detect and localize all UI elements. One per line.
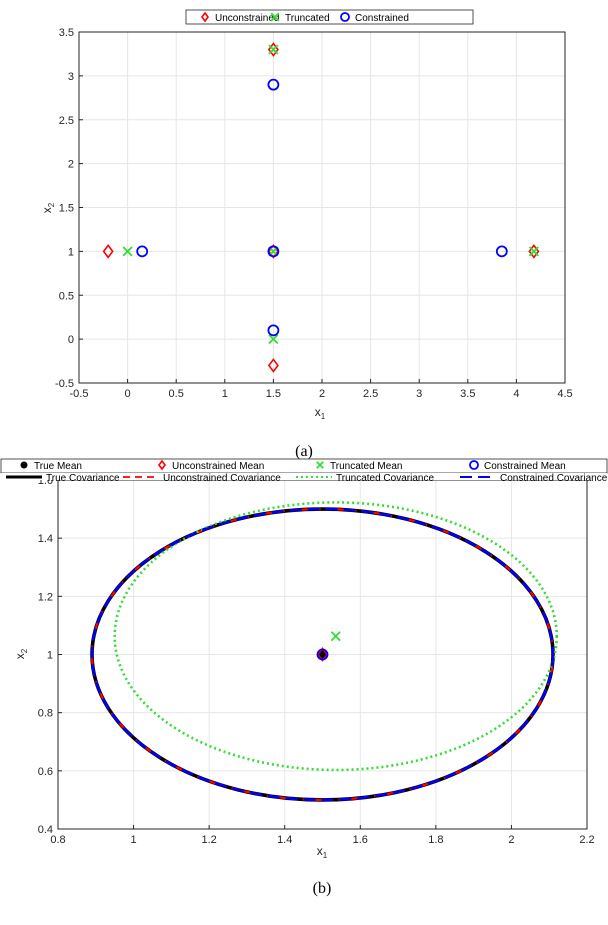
legend-marker-unconstrained xyxy=(201,11,209,23)
grid-a xyxy=(78,31,566,384)
constrained-point xyxy=(267,245,280,258)
constrained-point xyxy=(267,324,280,337)
y-tick-label-b: 1.2 xyxy=(38,591,53,603)
unconstrained-point xyxy=(267,358,279,373)
y-tick-label-a: 3.5 xyxy=(59,27,74,39)
x-tick-label-a: -0.5 xyxy=(70,388,89,400)
unconstrained-point xyxy=(102,244,114,259)
legend-label-truncated: Truncated xyxy=(285,13,330,24)
legend-label-truncated-covariance: Truncated Covariance xyxy=(336,473,434,484)
truncated-mean-marker xyxy=(330,631,341,642)
y-tick-label-a: 0.5 xyxy=(59,290,74,302)
constrained-covariance-ellipse xyxy=(90,507,555,802)
x-tick-label-b: 1.8 xyxy=(428,834,443,846)
ticks-a: -0.5 0 0.5 1 1.5 2 2.5 3 3.5 4 4.5 -0.5 0 0.5 1 1.5 2 2.5… xyxy=(55,27,573,400)
y-tick-label-b: 0.6 xyxy=(38,766,53,778)
legend-marker-truncated xyxy=(270,12,280,22)
x-tick-label-a: 3.5 xyxy=(460,388,475,400)
x-tick-label-a: 0 xyxy=(125,388,131,400)
y-tick-label-b: 0.4 xyxy=(38,824,53,836)
x-tick-label-a: 1.5 xyxy=(266,388,281,400)
y-tick-label-b: 1 xyxy=(47,650,53,662)
truncated-point xyxy=(268,334,279,345)
legend-marker-constrained-mean xyxy=(469,460,479,470)
x-tick-label-b: 0.8 xyxy=(50,834,65,846)
x-tick-label-b: 1.4 xyxy=(277,834,292,846)
legend-marker-constrained xyxy=(340,12,350,22)
x-tick-label-b: 1.6 xyxy=(353,834,368,846)
curves-b xyxy=(90,501,559,802)
y-tick-label-a: 1.5 xyxy=(59,203,74,215)
legend-label-unconstrained-covariance: Unconstrained Covariance xyxy=(163,473,281,484)
legend-label-unconstrained-mean: Unconstrained Mean xyxy=(172,461,264,472)
legend-box-a xyxy=(185,9,474,25)
x-tick-label-b: 1.2 xyxy=(201,834,216,846)
x-tick-label-b: 2.2 xyxy=(579,834,594,846)
caption-a: (a) xyxy=(295,443,313,460)
y-tick-label-a: 3 xyxy=(68,71,74,83)
truncated-point xyxy=(268,44,279,55)
x-axis-label-b: x1 xyxy=(317,844,328,860)
legend-label-truncated-mean: Truncated Mean xyxy=(330,461,402,472)
y-tick-label-a: 0 xyxy=(68,334,74,346)
legend-marker-unconstrained-mean xyxy=(158,459,166,471)
y-axis-label-a: x2 xyxy=(40,202,56,213)
constrained-mean-marker xyxy=(316,648,329,661)
x-tick-label-a: 1 xyxy=(222,388,228,400)
y-tick-label-a: -0.5 xyxy=(55,378,74,390)
legend-label-true-mean: True Mean xyxy=(34,461,82,472)
y-tick-label-a: 2.5 xyxy=(59,115,74,127)
y-tick-label-a: 2 xyxy=(68,159,74,171)
x-tick-label-b: 2 xyxy=(508,834,514,846)
chart-panel-b: 0.8 1 1.2 1.4 1.6 1.8 2 2.20.40.60.811.21.41.6 … xyxy=(0,458,608,897)
x-tick-label-b: 1 xyxy=(131,834,137,846)
legend-marker-truncated-mean xyxy=(316,461,324,469)
x-tick-label-a: 0.5 xyxy=(169,388,184,400)
x-axis-label-a: x1 xyxy=(315,405,326,421)
legend-b: True Mean Unconstrained Mean Truncated Mea… xyxy=(0,458,608,484)
x-tick-label-a: 2.5 xyxy=(363,388,378,400)
y-tick-label-b: 0.8 xyxy=(38,708,53,720)
truncated-point xyxy=(528,246,539,257)
constrained-point xyxy=(136,245,149,258)
marks-a xyxy=(102,42,540,373)
truncated-point xyxy=(122,246,133,257)
chart-panel-a: -0.5 0 0.5 1 1.5 2 2.5 3 3.5 4 4.5 -0.5 0 0.5 1 1.5 2 2.5… xyxy=(40,9,573,460)
legend-label-true-covariance: True Covariance xyxy=(46,473,120,484)
constrained-point xyxy=(495,245,508,258)
x-tick-label-a: 3 xyxy=(416,388,422,400)
x-tick-label-a: 4.5 xyxy=(557,388,572,400)
marks-b xyxy=(316,631,341,662)
legend-box-b-lower xyxy=(1,473,607,480)
truncated-covariance-ellipse xyxy=(113,501,559,772)
unconstrained-mean-marker xyxy=(317,647,328,662)
x-tick-label-a: 2 xyxy=(319,388,325,400)
legend-marker-true-mean xyxy=(20,461,28,469)
y-axis-label-b: x2 xyxy=(13,648,29,659)
y-tick-label-b: 1.4 xyxy=(38,533,53,545)
constrained-point xyxy=(267,78,280,91)
y-tick-label-a: 1 xyxy=(68,246,74,258)
legend-label-constrained-mean: Constrained Mean xyxy=(484,461,566,472)
truncated-point xyxy=(268,246,279,257)
legend-label-constrained: Constrained xyxy=(355,13,409,24)
legend-label-constrained-covariance: Constrained Covariance xyxy=(500,473,608,484)
legend-label-unconstrained: Unconstrained xyxy=(215,13,279,24)
legend-a: Unconstrained Truncated Constrained xyxy=(185,9,474,25)
caption-b: (b) xyxy=(313,880,332,897)
x-tick-label-a: 4 xyxy=(513,388,519,400)
